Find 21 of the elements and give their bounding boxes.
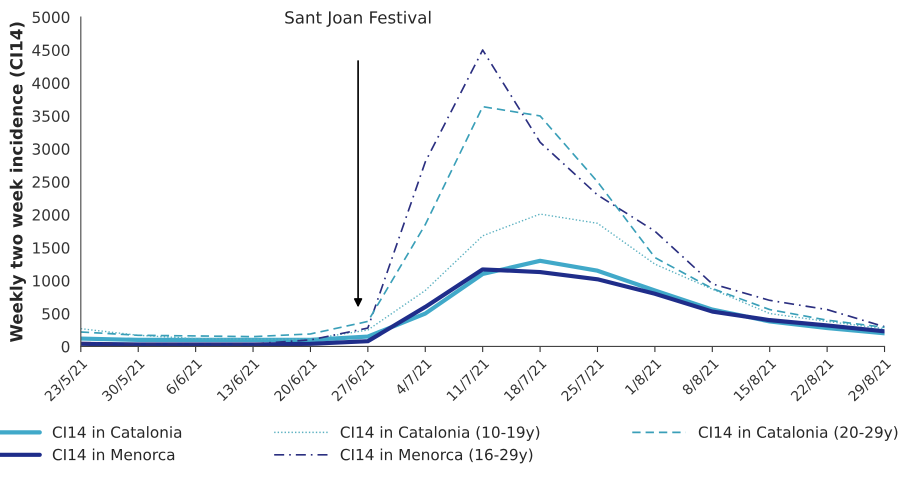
legend-label: CI14 in Catalonia	[52, 426, 182, 438]
y-axis-title: Weekly two week incidence (CI14)	[10, 22, 26, 342]
annotation: Sant Joan Festival	[285, 10, 430, 27]
line-series	[80, 213, 885, 340]
legend-label: CI14 in Catalonia (10-19y)	[340, 426, 540, 441]
y-tick-label: 2500	[32, 176, 70, 188]
legend-label: CI14 in Catalonia (20-29y)	[698, 426, 898, 441]
y-tick-label: 4000	[32, 77, 70, 89]
line-series	[80, 106, 885, 338]
legend-label: CI14 in Menorca	[52, 448, 174, 460]
y-tick-label: 0	[62, 340, 70, 352]
y-tick-label: 3500	[32, 110, 70, 122]
line-series	[80, 49, 885, 345]
y-tick-label: 500	[42, 308, 70, 320]
y-tick-label: 3000	[32, 143, 70, 155]
y-tick-label: 1500	[33, 242, 70, 254]
legend-label: CI14 in Menorca (16-29y)	[340, 448, 532, 464]
y-tick-label: 4500	[32, 44, 70, 56]
y-tick-label: 2000	[32, 209, 70, 221]
y-tick-label: 1000	[33, 275, 70, 287]
y-tick-label: 5000	[32, 12, 70, 24]
